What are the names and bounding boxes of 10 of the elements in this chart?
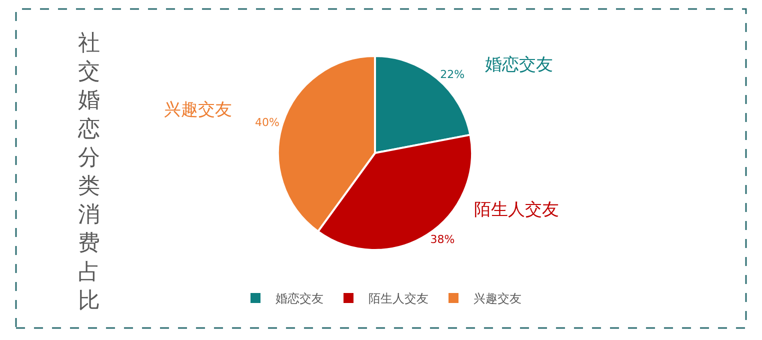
- legend-label: 陌生人交友: [368, 292, 428, 306]
- legend-label: 兴趣交友: [474, 292, 522, 306]
- data-label: 40%: [255, 116, 280, 129]
- slice-label: 陌生人交友: [474, 200, 559, 220]
- data-label: 22%: [440, 68, 465, 81]
- slice-label: 婚恋交友: [485, 55, 553, 75]
- legend-label: 婚恋交友: [276, 292, 324, 306]
- data-label: 38%: [430, 233, 455, 246]
- chart-title: 社交婚恋分类消费占比: [78, 31, 100, 314]
- slice-label: 兴趣交友: [164, 100, 232, 120]
